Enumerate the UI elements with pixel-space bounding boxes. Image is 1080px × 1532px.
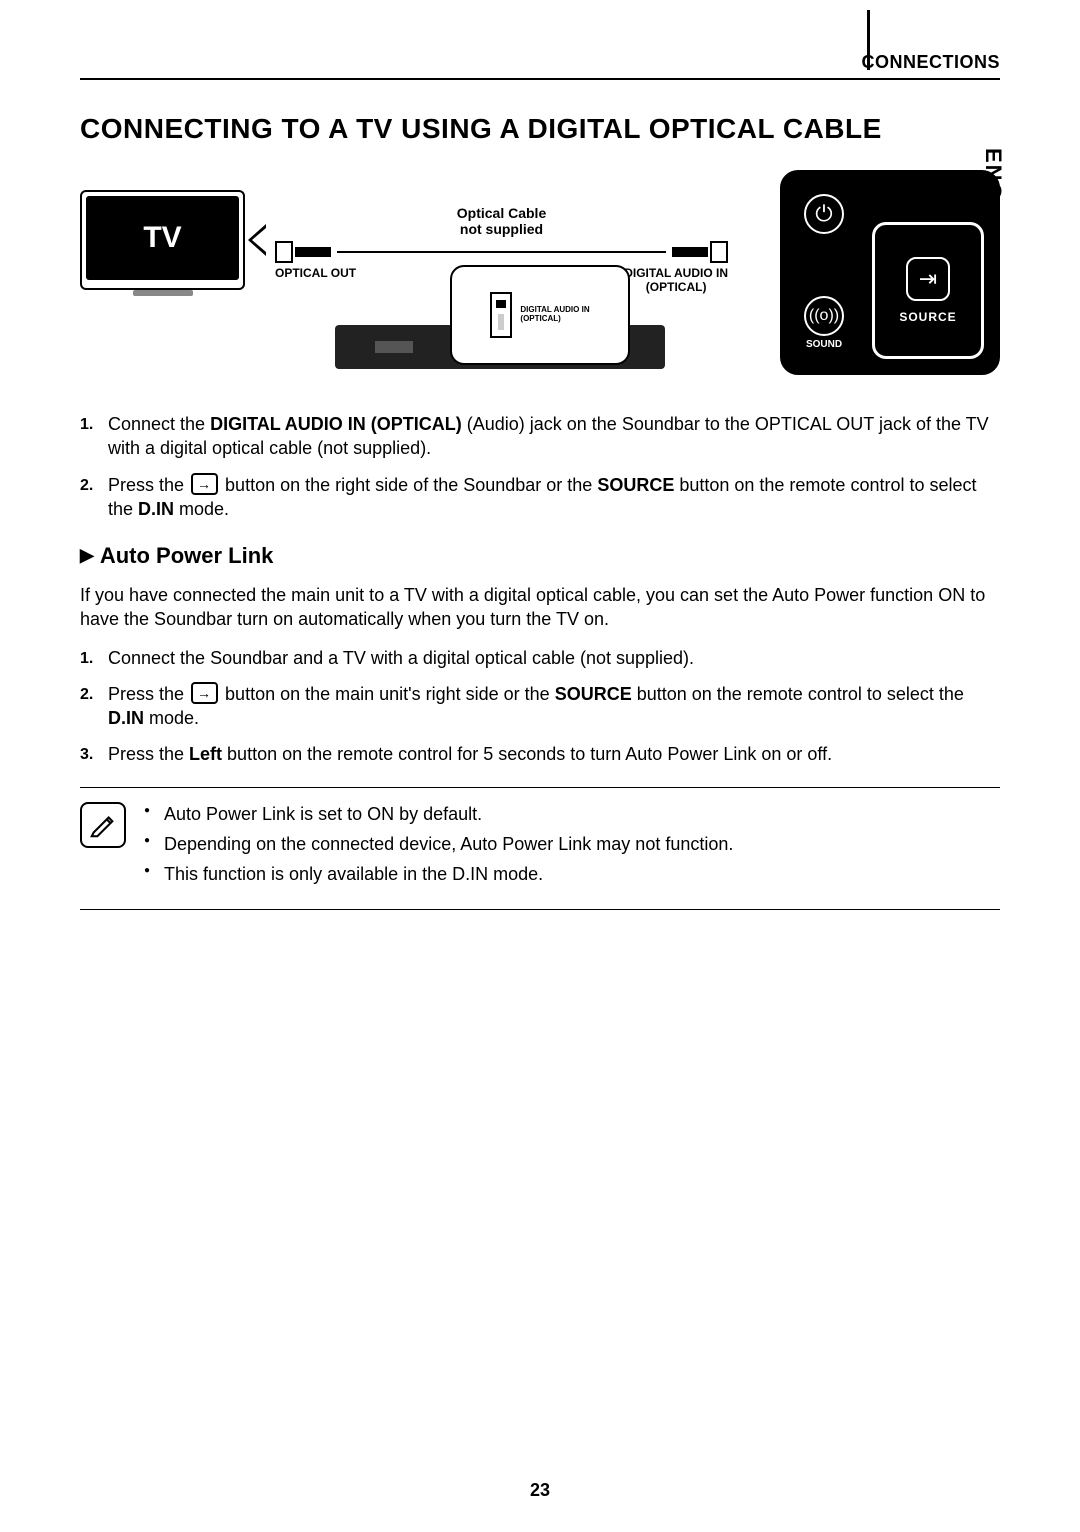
divider <box>80 909 1000 910</box>
cable-label: Optical Cable not supplied <box>275 205 728 237</box>
divider <box>80 787 1000 788</box>
note-item: Depending on the connected device, Auto … <box>144 832 733 856</box>
source-button-highlight: ⇥ SOURCE <box>872 222 984 359</box>
sound-button-illustration: ((o)) SOUND <box>804 296 844 352</box>
list-item: 1. Connect the DIGITAL AUDIO IN (OPTICAL… <box>108 412 1000 461</box>
source-inline-icon <box>191 682 218 704</box>
optical-plug-left-icon <box>275 241 331 263</box>
page-number: 23 <box>0 1478 1080 1502</box>
connection-diagram: TV Optical Cable not supplied OPTICAL OU… <box>80 170 1000 390</box>
optical-plug-right-icon <box>672 241 728 263</box>
list-item: 2. Press the button on the main unit's r… <box>108 682 1000 731</box>
direction-chevron-icon <box>248 224 266 256</box>
sound-label: SOUND <box>804 338 844 352</box>
subheading-auto-power-link: ▶Auto Power Link <box>80 541 1000 571</box>
power-icon: ⏻ <box>804 194 844 234</box>
section-label: CONNECTIONS <box>80 50 1000 80</box>
steps-list-b: 1. Connect the Soundbar and a TV with a … <box>80 646 1000 767</box>
tv-illustration: TV <box>80 190 245 290</box>
notes-block: Auto Power Link is set to ON by default.… <box>80 802 1000 893</box>
source-label: SOURCE <box>899 309 956 325</box>
header-rule <box>867 10 870 70</box>
play-triangle-icon: ▶ <box>80 543 94 567</box>
optical-out-label: OPTICAL OUT <box>275 267 356 295</box>
tv-screen-label: TV <box>86 196 239 280</box>
list-item: 1. Connect the Soundbar and a TV with a … <box>108 646 1000 670</box>
sound-icon: ((o)) <box>804 296 844 336</box>
list-item: 2. Press the button on the right side of… <box>108 473 1000 522</box>
port-callout: DIGITAL AUDIO IN(OPTICAL) <box>450 265 630 365</box>
source-inline-icon <box>191 473 218 495</box>
list-item: 3. Press the Left button on the remote c… <box>108 742 1000 766</box>
remote-illustration: ⏻ ((o)) SOUND ⇥ SOURCE <box>780 170 1000 375</box>
port-callout-label: DIGITAL AUDIO IN(OPTICAL) <box>520 306 589 324</box>
page-title: CONNECTING TO A TV USING A DIGITAL OPTIC… <box>80 110 1000 148</box>
intro-paragraph: If you have connected the main unit to a… <box>80 583 1000 632</box>
digital-audio-in-label: DIGITAL AUDIO IN(OPTICAL) <box>624 267 728 295</box>
note-item: This function is only available in the D… <box>144 862 733 886</box>
source-icon: ⇥ <box>906 257 950 301</box>
note-item: Auto Power Link is set to ON by default. <box>144 802 733 826</box>
note-pencil-icon <box>80 802 126 848</box>
steps-list-a: 1. Connect the DIGITAL AUDIO IN (OPTICAL… <box>80 412 1000 521</box>
optical-port-icon <box>490 292 512 338</box>
